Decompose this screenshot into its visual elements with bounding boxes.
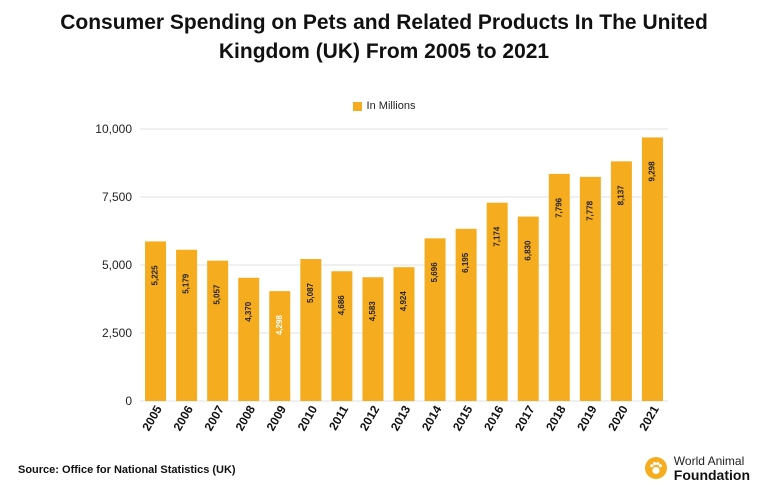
x-tick-label: 2016 — [481, 403, 507, 433]
data-label: 4,686 — [337, 295, 346, 316]
bar — [238, 277, 260, 401]
x-tick-label: 2006 — [170, 403, 196, 433]
data-label: 5,696 — [430, 262, 439, 283]
data-label: 5,057 — [213, 284, 222, 305]
y-tick-label: 7,500 — [102, 190, 132, 204]
bar — [362, 277, 384, 401]
bar — [300, 259, 322, 401]
data-label: 4,298 — [275, 315, 284, 336]
data-label: 7,796 — [554, 197, 563, 218]
bar — [207, 260, 229, 401]
bar — [331, 271, 353, 401]
x-tick-label: 2011 — [326, 403, 351, 433]
data-label: 4,370 — [244, 301, 253, 322]
source-note: Source: Office for National Statistics (… — [18, 464, 236, 476]
data-label: 8,137 — [617, 185, 626, 206]
x-tick-label: 2010 — [295, 403, 321, 433]
x-tick-label: 2021 — [636, 403, 662, 433]
x-tick-label: 2012 — [357, 403, 383, 433]
x-tick-label: 2007 — [202, 403, 228, 433]
data-label: 4,583 — [368, 301, 377, 322]
y-tick-label: 5,000 — [102, 258, 132, 272]
bar — [176, 249, 198, 401]
data-label: 5,179 — [182, 273, 191, 294]
y-tick-label: 2,500 — [102, 326, 132, 340]
data-label: 6,195 — [461, 252, 470, 273]
brand-name-line1: World Animal — [673, 454, 745, 468]
x-tick-label: 2014 — [419, 403, 445, 433]
data-label: 4,924 — [399, 291, 408, 312]
bar — [579, 176, 601, 401]
bar — [641, 137, 663, 401]
data-label: 9,298 — [648, 161, 657, 182]
bar — [517, 216, 539, 401]
chart-title: Consumer Spending on Pets and Related Pr… — [60, 11, 708, 63]
x-tick-label: 2015 — [450, 403, 476, 433]
x-tick-label: 2019 — [574, 403, 600, 433]
data-label: 5,087 — [306, 282, 315, 303]
bar — [610, 161, 632, 401]
bar — [393, 267, 415, 401]
bar — [145, 241, 167, 401]
brand-name-line2: Foundation — [673, 467, 750, 483]
bar — [424, 238, 446, 401]
x-tick-label: 2020 — [605, 403, 631, 433]
x-tick-label: 2018 — [543, 403, 569, 433]
y-tick-label: 0 — [125, 394, 132, 408]
data-label: 7,778 — [585, 200, 594, 221]
legend-label: In Millions — [366, 100, 416, 112]
bar — [269, 291, 291, 401]
bar — [455, 228, 477, 401]
y-tick-label: 10,000 — [95, 122, 132, 136]
paw-circle-icon — [644, 457, 667, 479]
data-label: 5,225 — [151, 265, 160, 286]
legend-swatch — [352, 101, 362, 111]
x-tick-label: 2013 — [388, 403, 414, 433]
bar — [486, 202, 508, 401]
data-label: 7,174 — [492, 226, 501, 247]
data-label: 6,830 — [523, 240, 532, 261]
brand-logo: World Animal Foundation — [644, 454, 750, 482]
bar — [548, 173, 570, 401]
x-tick-label: 2009 — [264, 403, 290, 433]
x-tick-label: 2008 — [233, 403, 259, 433]
x-tick-label: 2017 — [512, 403, 538, 433]
x-tick-label: 2005 — [139, 403, 165, 433]
legend: In Millions — [0, 100, 768, 112]
